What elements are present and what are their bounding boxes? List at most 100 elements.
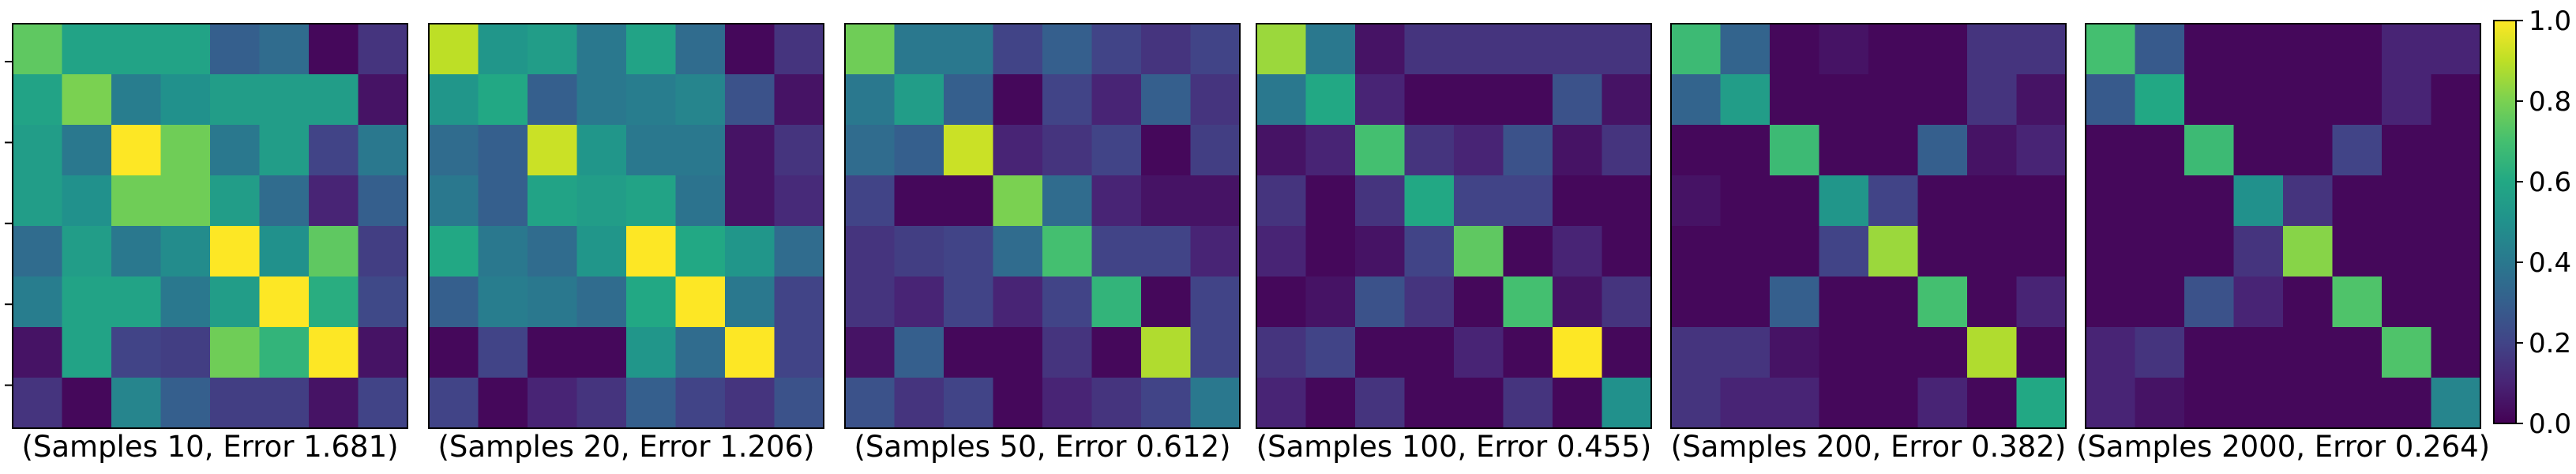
heatmap-cell <box>1404 125 1455 176</box>
heatmap-cell <box>1868 24 1919 75</box>
heatmap-cell <box>1305 24 1356 75</box>
heatmap-cell <box>845 226 896 277</box>
heatmap-cell <box>429 378 479 429</box>
heatmap-cell <box>111 74 162 126</box>
heatmap-cell <box>478 74 528 126</box>
heatmap-cell <box>2283 327 2334 378</box>
heatmap-cell <box>309 175 359 227</box>
heatmap-cell <box>1967 24 2018 75</box>
panel-caption: (Samples 2000, Error 0.264) <box>2076 430 2490 464</box>
heatmap-cell <box>944 74 994 126</box>
heatmap-cell <box>2283 378 2334 429</box>
heatmap-cell <box>1454 175 1504 227</box>
heatmap-cell <box>1917 276 1968 328</box>
heatmap-cell <box>1967 175 2018 227</box>
heatmap-cell <box>1868 175 1919 227</box>
heatmap-cell <box>2086 378 2136 429</box>
heatmap-panel: (Samples 20, Error 1.206) <box>428 23 824 464</box>
heatmap-cell <box>1256 175 1307 227</box>
heatmap-cell <box>2184 24 2235 75</box>
heatmap-cell <box>358 226 408 277</box>
heatmap-cell <box>478 276 528 328</box>
heatmap-cell <box>944 226 994 277</box>
heatmap-cell <box>894 327 944 378</box>
heatmap-cell <box>358 276 408 328</box>
heatmap-cell <box>845 24 896 75</box>
heatmap-cell <box>2233 378 2284 429</box>
heatmap-cell <box>2431 125 2481 176</box>
heatmap-cell <box>13 24 63 75</box>
heatmap-cell <box>1720 175 1771 227</box>
heatmap-cell <box>1602 24 1652 75</box>
heatmap-cell <box>210 125 261 176</box>
heatmap-cell <box>1671 125 1722 176</box>
heatmap-cell <box>1305 378 1356 429</box>
heatmap-cell <box>1602 125 1652 176</box>
colorbar: 0.0 0.2 0.4 0.6 0.8 1.0 <box>2493 6 2571 440</box>
heatmap-cell <box>210 226 261 277</box>
heatmap-cell <box>1305 226 1356 277</box>
heatmap-cell <box>2431 327 2481 378</box>
heatmap-cell <box>429 175 479 227</box>
heatmap-cell <box>1917 24 1968 75</box>
heatmap-cell <box>1141 74 1192 126</box>
heatmap-cell <box>62 125 112 176</box>
heatmap-cell <box>993 226 1043 277</box>
heatmap-cell <box>478 175 528 227</box>
heatmap-cell <box>1819 378 1869 429</box>
panel-caption: (Samples 10, Error 1.681) <box>21 430 398 464</box>
heatmap-cell <box>528 226 578 277</box>
heatmap-cell <box>528 125 578 176</box>
heatmap-cell <box>1602 327 1652 378</box>
heatmap-cell <box>2016 175 2067 227</box>
panel-frame <box>844 23 1241 429</box>
heatmap-cell <box>1355 24 1406 75</box>
heatmap-cell <box>576 378 627 429</box>
heatmap-cell <box>309 276 359 328</box>
heatmap-cell <box>259 175 310 227</box>
heatmap-cell <box>528 74 578 126</box>
heatmap-cell <box>1819 74 1869 126</box>
heatmap-cell <box>2135 226 2185 277</box>
heatmap-cell <box>160 327 211 378</box>
heatmap-cell <box>1404 74 1455 126</box>
heatmap-cell <box>1454 226 1504 277</box>
heatmap-cell <box>429 24 479 75</box>
heatmap-cell <box>1720 276 1771 328</box>
heatmap-cell <box>2016 276 2067 328</box>
heatmap-cell <box>13 74 63 126</box>
heatmap-cell <box>2283 175 2334 227</box>
heatmap-cell <box>2233 125 2284 176</box>
heatmap-cell <box>1042 226 1093 277</box>
heatmap-cell <box>478 24 528 75</box>
heatmap-cell <box>576 226 627 277</box>
panel-frame <box>1670 23 2067 429</box>
heatmap-cell <box>1256 74 1307 126</box>
heatmap-cell <box>1917 125 1968 176</box>
heatmap-cell <box>1190 378 1241 429</box>
heatmap-cell <box>725 175 775 227</box>
heatmap-cell <box>13 276 63 328</box>
heatmap-cell <box>1553 24 1603 75</box>
heatmap-cell <box>1404 226 1455 277</box>
colorbar-gradient <box>2494 21 2516 423</box>
heatmap-cell <box>1819 175 1869 227</box>
heatmap-cell <box>626 226 677 277</box>
heatmap-cell <box>259 226 310 277</box>
heatmap-cell <box>1967 276 2018 328</box>
heatmap-cell <box>2332 125 2383 176</box>
heatmap-cell <box>1404 327 1455 378</box>
heatmap-cell <box>1770 74 1820 126</box>
heatmap-cell <box>2086 276 2136 328</box>
heatmap-cell <box>62 327 112 378</box>
heatmap-cell <box>1042 327 1093 378</box>
heatmap-cell <box>1553 175 1603 227</box>
heatmap-cell <box>944 175 994 227</box>
heatmap-cell <box>1355 125 1406 176</box>
heatmap-cell <box>774 125 824 176</box>
heatmap-panel: (Samples 100, Error 0.455) <box>1256 23 1652 464</box>
heatmap-cell <box>993 125 1043 176</box>
heatmap-cell <box>1190 175 1241 227</box>
heatmap-cell <box>2086 74 2136 126</box>
